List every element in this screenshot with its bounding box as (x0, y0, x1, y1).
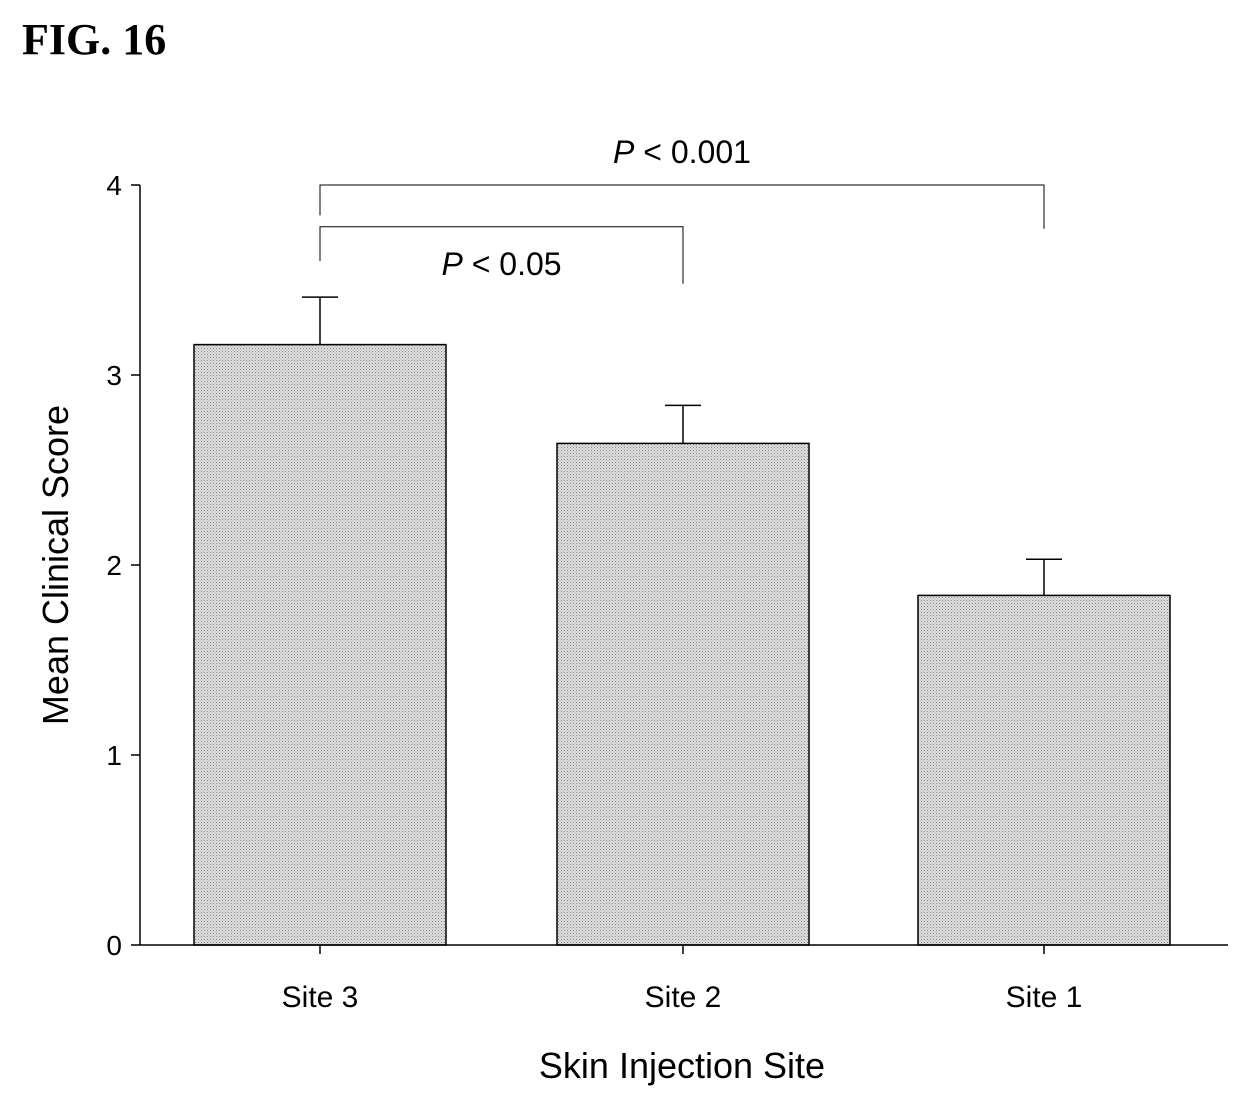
y-tick-label-2: 2 (106, 550, 122, 581)
figure-label: FIG. 16 (22, 15, 167, 64)
y-tick-label-1: 1 (106, 740, 122, 771)
x-axis-title: Skin Injection Site (539, 1045, 825, 1086)
significance-label-1: P < 0.001 (613, 134, 751, 170)
y-tick-label-3: 3 (106, 360, 122, 391)
x-tick-label-2: Site 1 (1006, 981, 1083, 1014)
x-tick-label-1: Site 2 (645, 981, 722, 1014)
p-threshold: < 0.05 (463, 246, 562, 282)
significance-bracket-1 (319, 184, 1045, 229)
bars-layer (193, 296, 1171, 946)
bar-3 (917, 594, 1171, 946)
p-symbol: P (613, 134, 635, 170)
p-threshold: < 0.001 (634, 134, 751, 170)
x-tick-label-0: Site 3 (282, 981, 359, 1014)
bar-2 (556, 442, 810, 946)
y-axis-title: Mean Clinical Score (35, 405, 76, 725)
y-tick-label-0: 0 (106, 930, 122, 961)
significance-bracket-2 (319, 226, 684, 284)
bar-1 (193, 343, 447, 946)
p-symbol: P (441, 246, 463, 282)
axes-layer: 0 1 2 3 4 Site 3 Site 2 Site 1 (106, 170, 1228, 1014)
y-tick-label-4: 4 (106, 170, 122, 201)
significance-label-2: P < 0.05 (441, 246, 561, 282)
